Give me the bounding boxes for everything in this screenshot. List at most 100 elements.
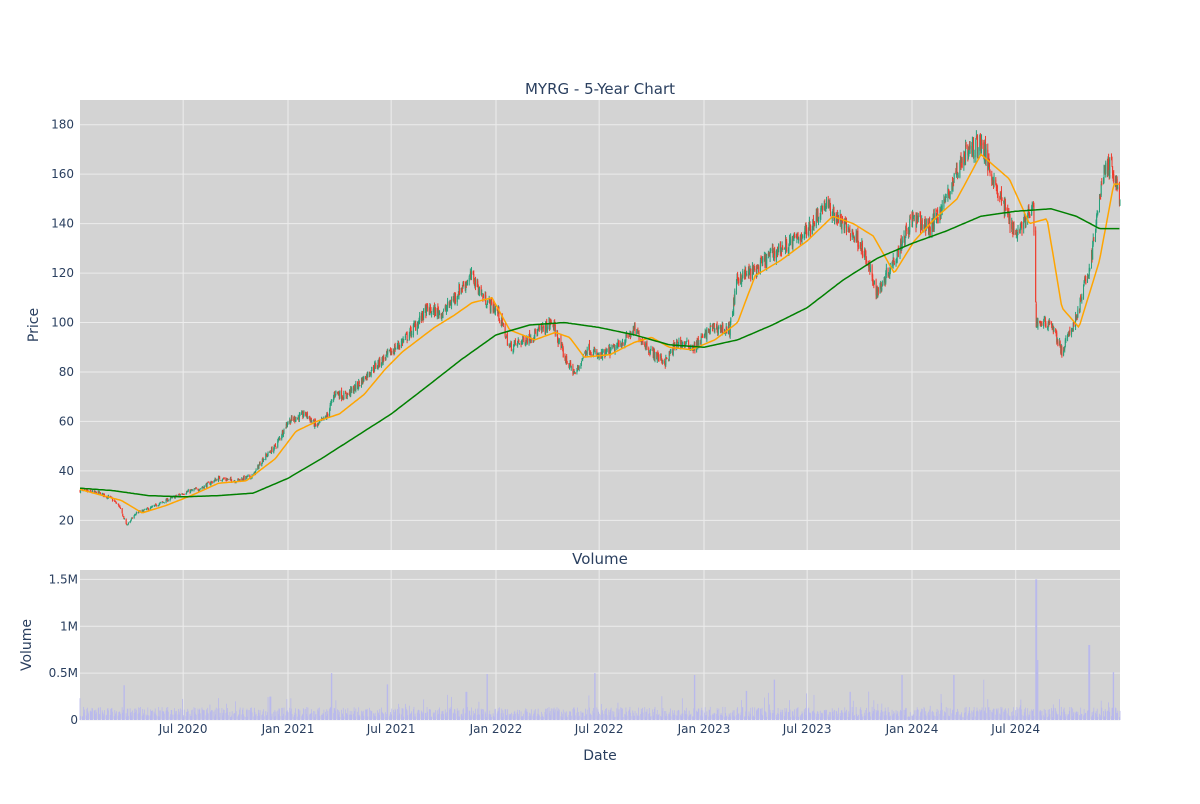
volume-bar <box>761 707 763 720</box>
volume-bar <box>745 711 746 720</box>
candle-body <box>333 396 335 401</box>
volume-bar <box>136 710 137 720</box>
volume-bar <box>880 712 882 720</box>
volume-bar <box>852 700 854 720</box>
volume-bar <box>179 708 181 720</box>
candle-body <box>532 339 534 341</box>
volume-bar <box>393 715 395 720</box>
candle-body <box>526 338 528 344</box>
volume-bar <box>586 709 588 720</box>
volume-bar <box>514 713 516 720</box>
candle-body <box>351 388 353 391</box>
volume-bar <box>1091 712 1093 720</box>
candle-body <box>186 491 188 493</box>
volume-bar <box>119 712 121 720</box>
volume-bar <box>542 716 544 720</box>
candle-body <box>445 307 447 311</box>
candle-body <box>466 282 468 285</box>
candle-body <box>784 247 786 249</box>
volume-bar <box>692 716 694 720</box>
volume-bar <box>79 698 81 720</box>
volume-bar <box>94 714 96 720</box>
candle-body <box>807 232 809 236</box>
candle-body <box>766 256 768 267</box>
volume-bar <box>732 712 733 720</box>
volume-bar <box>358 714 360 720</box>
candle-body <box>650 348 652 350</box>
candle-body <box>794 234 796 238</box>
volume-bar <box>811 711 813 720</box>
candle-body <box>569 365 571 369</box>
volume-bar <box>955 714 957 720</box>
volume-bar <box>1063 709 1064 720</box>
candle-body <box>554 324 556 335</box>
volume-bar <box>219 712 221 720</box>
volume-bar <box>644 716 646 720</box>
volume-bar <box>473 713 475 720</box>
candle-body <box>365 378 367 381</box>
candle-body <box>713 323 715 325</box>
volume-bar <box>851 706 853 720</box>
volume-bar <box>1019 705 1021 720</box>
volume-bar <box>820 716 822 720</box>
candle-body <box>414 324 416 325</box>
volume-bar <box>949 708 951 720</box>
candle-body <box>932 217 934 229</box>
candle-body <box>488 299 490 303</box>
candle-body <box>207 482 209 484</box>
candle-body <box>203 485 205 489</box>
candle-body <box>243 476 245 480</box>
candle-body <box>865 259 867 262</box>
candle-body <box>633 327 635 329</box>
candle-body <box>964 155 966 161</box>
volume-bar <box>238 714 240 720</box>
candle-body <box>844 219 846 228</box>
volume-bar <box>827 714 829 720</box>
candle-body <box>824 206 826 209</box>
volume-bar <box>321 714 323 720</box>
volume-bar <box>449 710 451 720</box>
volume-bar <box>704 712 705 720</box>
volume-bar <box>748 715 749 720</box>
volume-bar <box>713 712 715 720</box>
candle-body <box>449 302 451 305</box>
candle-body <box>536 332 538 337</box>
candle-body <box>616 345 618 349</box>
volume-bar <box>981 707 983 720</box>
candle-body <box>274 444 276 446</box>
volume-bar <box>1116 712 1117 720</box>
candle-body <box>957 173 959 176</box>
candle-body <box>493 306 495 313</box>
candle-body <box>150 507 152 510</box>
volume-bar <box>530 713 532 720</box>
volume-bar <box>972 716 973 720</box>
candle-body <box>1079 297 1081 310</box>
candle-body <box>438 312 440 317</box>
volume-bar <box>461 716 463 720</box>
volume-bar <box>610 707 612 720</box>
volume-bar <box>251 707 252 720</box>
volume-bar <box>94 710 96 720</box>
volume-bar <box>477 714 479 720</box>
candle-body <box>261 462 263 466</box>
volume-bar <box>225 713 227 720</box>
candle-body <box>1017 229 1019 233</box>
volume-bar <box>939 713 941 720</box>
volume-bar <box>995 714 997 720</box>
volume-bar <box>199 708 201 720</box>
candle-body <box>456 297 458 303</box>
candle-body <box>398 345 400 347</box>
volume-bar <box>981 709 982 720</box>
volume-bar <box>241 714 243 720</box>
candle-body <box>729 326 731 335</box>
volume-bar <box>229 711 231 720</box>
volume-bar <box>187 711 189 720</box>
volume-bar <box>418 709 419 720</box>
volume-bar <box>792 711 794 720</box>
volume-bar <box>505 709 507 720</box>
candle-body <box>672 349 674 355</box>
candle-body <box>721 324 723 334</box>
volume-bar <box>605 714 607 720</box>
volume-bar <box>387 684 389 720</box>
candle-body <box>1112 166 1114 176</box>
